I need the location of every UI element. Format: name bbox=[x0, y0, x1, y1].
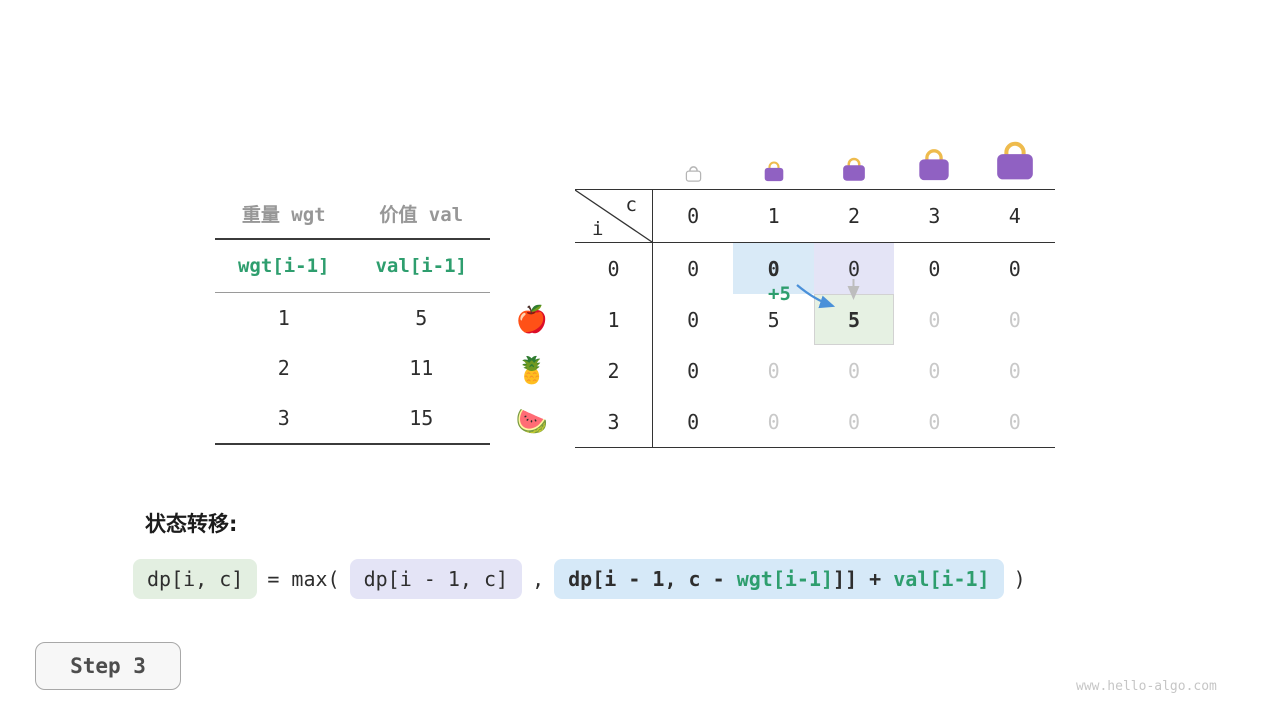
dp-cell-3-4: 0 bbox=[1008, 409, 1021, 434]
items-table-header: 重量 wgt 价值 val bbox=[215, 188, 490, 240]
value-column-header: 价值 val bbox=[379, 203, 464, 226]
dp-cell-2-3: 0 bbox=[928, 358, 941, 383]
dp-col-header: 0 bbox=[653, 190, 734, 243]
item-value: 15 bbox=[409, 406, 434, 430]
bag-icon-capacity-1 bbox=[733, 134, 813, 186]
dp-cell-3-2: 0 bbox=[847, 409, 860, 434]
formula-take-part3: ]] + bbox=[833, 567, 894, 591]
bag-icon-capacity-0 bbox=[653, 134, 733, 186]
formula-max-operator: = max( bbox=[267, 567, 340, 591]
dp-row-header: 2 bbox=[575, 345, 653, 396]
wgt-formula-cell: wgt[i-1] bbox=[237, 255, 330, 277]
dp-cell-1-4: 0 bbox=[1008, 307, 1021, 332]
dp-cell-1-1: 5 bbox=[767, 307, 780, 332]
row-axis-label: i bbox=[592, 218, 604, 240]
dp-row-header: 3 bbox=[575, 396, 653, 447]
dp-cell-0-2: 0 bbox=[813, 243, 895, 294]
formula-lhs: dp[i, c] bbox=[133, 559, 258, 599]
watermelon-icon: 🍉 bbox=[515, 406, 549, 437]
dp-corner-cell: c i bbox=[575, 190, 653, 243]
item-weight: 2 bbox=[277, 356, 290, 380]
dp-cell-2-4: 0 bbox=[1008, 358, 1021, 383]
transition-formula: dp[i, c] = max( dp[i - 1, c] , dp[i - 1,… bbox=[133, 559, 1026, 599]
formula-option-skip: dp[i - 1, c] bbox=[349, 559, 523, 599]
item-row: 1 5 bbox=[215, 293, 490, 343]
formula-take-wgt: wgt[i-1] bbox=[736, 567, 834, 591]
dp-cell-3-1: 0 bbox=[767, 409, 780, 434]
dp-cell-0-4: 0 bbox=[1008, 256, 1021, 281]
dp-cell-0-0: 0 bbox=[687, 256, 700, 281]
dp-col-header: 4 bbox=[974, 190, 1055, 243]
formula-take-val: val[i-1] bbox=[893, 567, 990, 591]
dp-col-header: 3 bbox=[894, 190, 975, 243]
formula-comma: , bbox=[532, 567, 545, 591]
apple-icon: 🍎 bbox=[515, 304, 549, 335]
item-value: 11 bbox=[409, 356, 434, 380]
step-badge: Step 3 bbox=[35, 642, 181, 690]
weight-column-header: 重量 wgt bbox=[241, 203, 326, 226]
formula-take-part1: dp[i - 1, c - bbox=[568, 567, 737, 591]
dp-col-header: 2 bbox=[813, 190, 895, 243]
bag-icon-capacity-2 bbox=[814, 134, 894, 186]
dp-cell-1-2: 5 bbox=[813, 294, 895, 345]
items-table: 重量 wgt 价值 val wgt[i-1] val[i-1] 1 5 2 11… bbox=[215, 188, 490, 445]
transfer-value-annotation: +5 bbox=[768, 283, 791, 305]
column-axis-label: c bbox=[625, 194, 637, 216]
dp-table: c i 0 1 2 3 4 0 0 0 0 0 0 1 0 5 5 0 0 2 … bbox=[575, 189, 1055, 448]
watermark: www.hello-algo.com bbox=[1076, 679, 1217, 694]
pineapple-icon: 🍍 bbox=[515, 355, 549, 386]
dp-cell-1-0: 0 bbox=[687, 307, 700, 332]
transition-label: 状态转移: bbox=[145, 512, 238, 536]
dp-cell-0-1: 0 bbox=[733, 243, 814, 294]
dp-cell-3-3: 0 bbox=[928, 409, 941, 434]
item-weight: 1 bbox=[277, 306, 290, 330]
dp-cell-2-2: 0 bbox=[847, 358, 860, 383]
dp-col-header: 1 bbox=[733, 190, 814, 243]
capacity-bags-row bbox=[653, 134, 1055, 186]
val-formula-cell: val[i-1] bbox=[375, 255, 467, 277]
bag-icon-capacity-4 bbox=[975, 134, 1055, 186]
formula-close-paren: ) bbox=[1013, 567, 1026, 591]
item-value: 5 bbox=[415, 306, 428, 330]
item-row: 3 15 bbox=[215, 393, 490, 443]
bag-icon-capacity-3 bbox=[894, 134, 974, 186]
item-weight: 3 bbox=[277, 406, 290, 430]
item-row: 2 11 bbox=[215, 343, 490, 393]
dp-cell-0-3: 0 bbox=[928, 256, 941, 281]
dp-cell-2-0: 0 bbox=[687, 358, 700, 383]
formula-option-take: dp[i - 1, c - wgt[i-1]]] + val[i-1] bbox=[554, 559, 1004, 599]
dp-cell-3-0: 0 bbox=[687, 409, 700, 434]
dp-row-header: 0 bbox=[575, 243, 653, 294]
dp-cell-2-1: 0 bbox=[767, 358, 780, 383]
item-icons-column: 🍎 🍍 🍉 bbox=[512, 294, 552, 447]
items-table-formula-row: wgt[i-1] val[i-1] bbox=[215, 240, 490, 293]
dp-cell-1-3: 0 bbox=[928, 307, 941, 332]
dp-row-header: 1 bbox=[575, 294, 653, 345]
